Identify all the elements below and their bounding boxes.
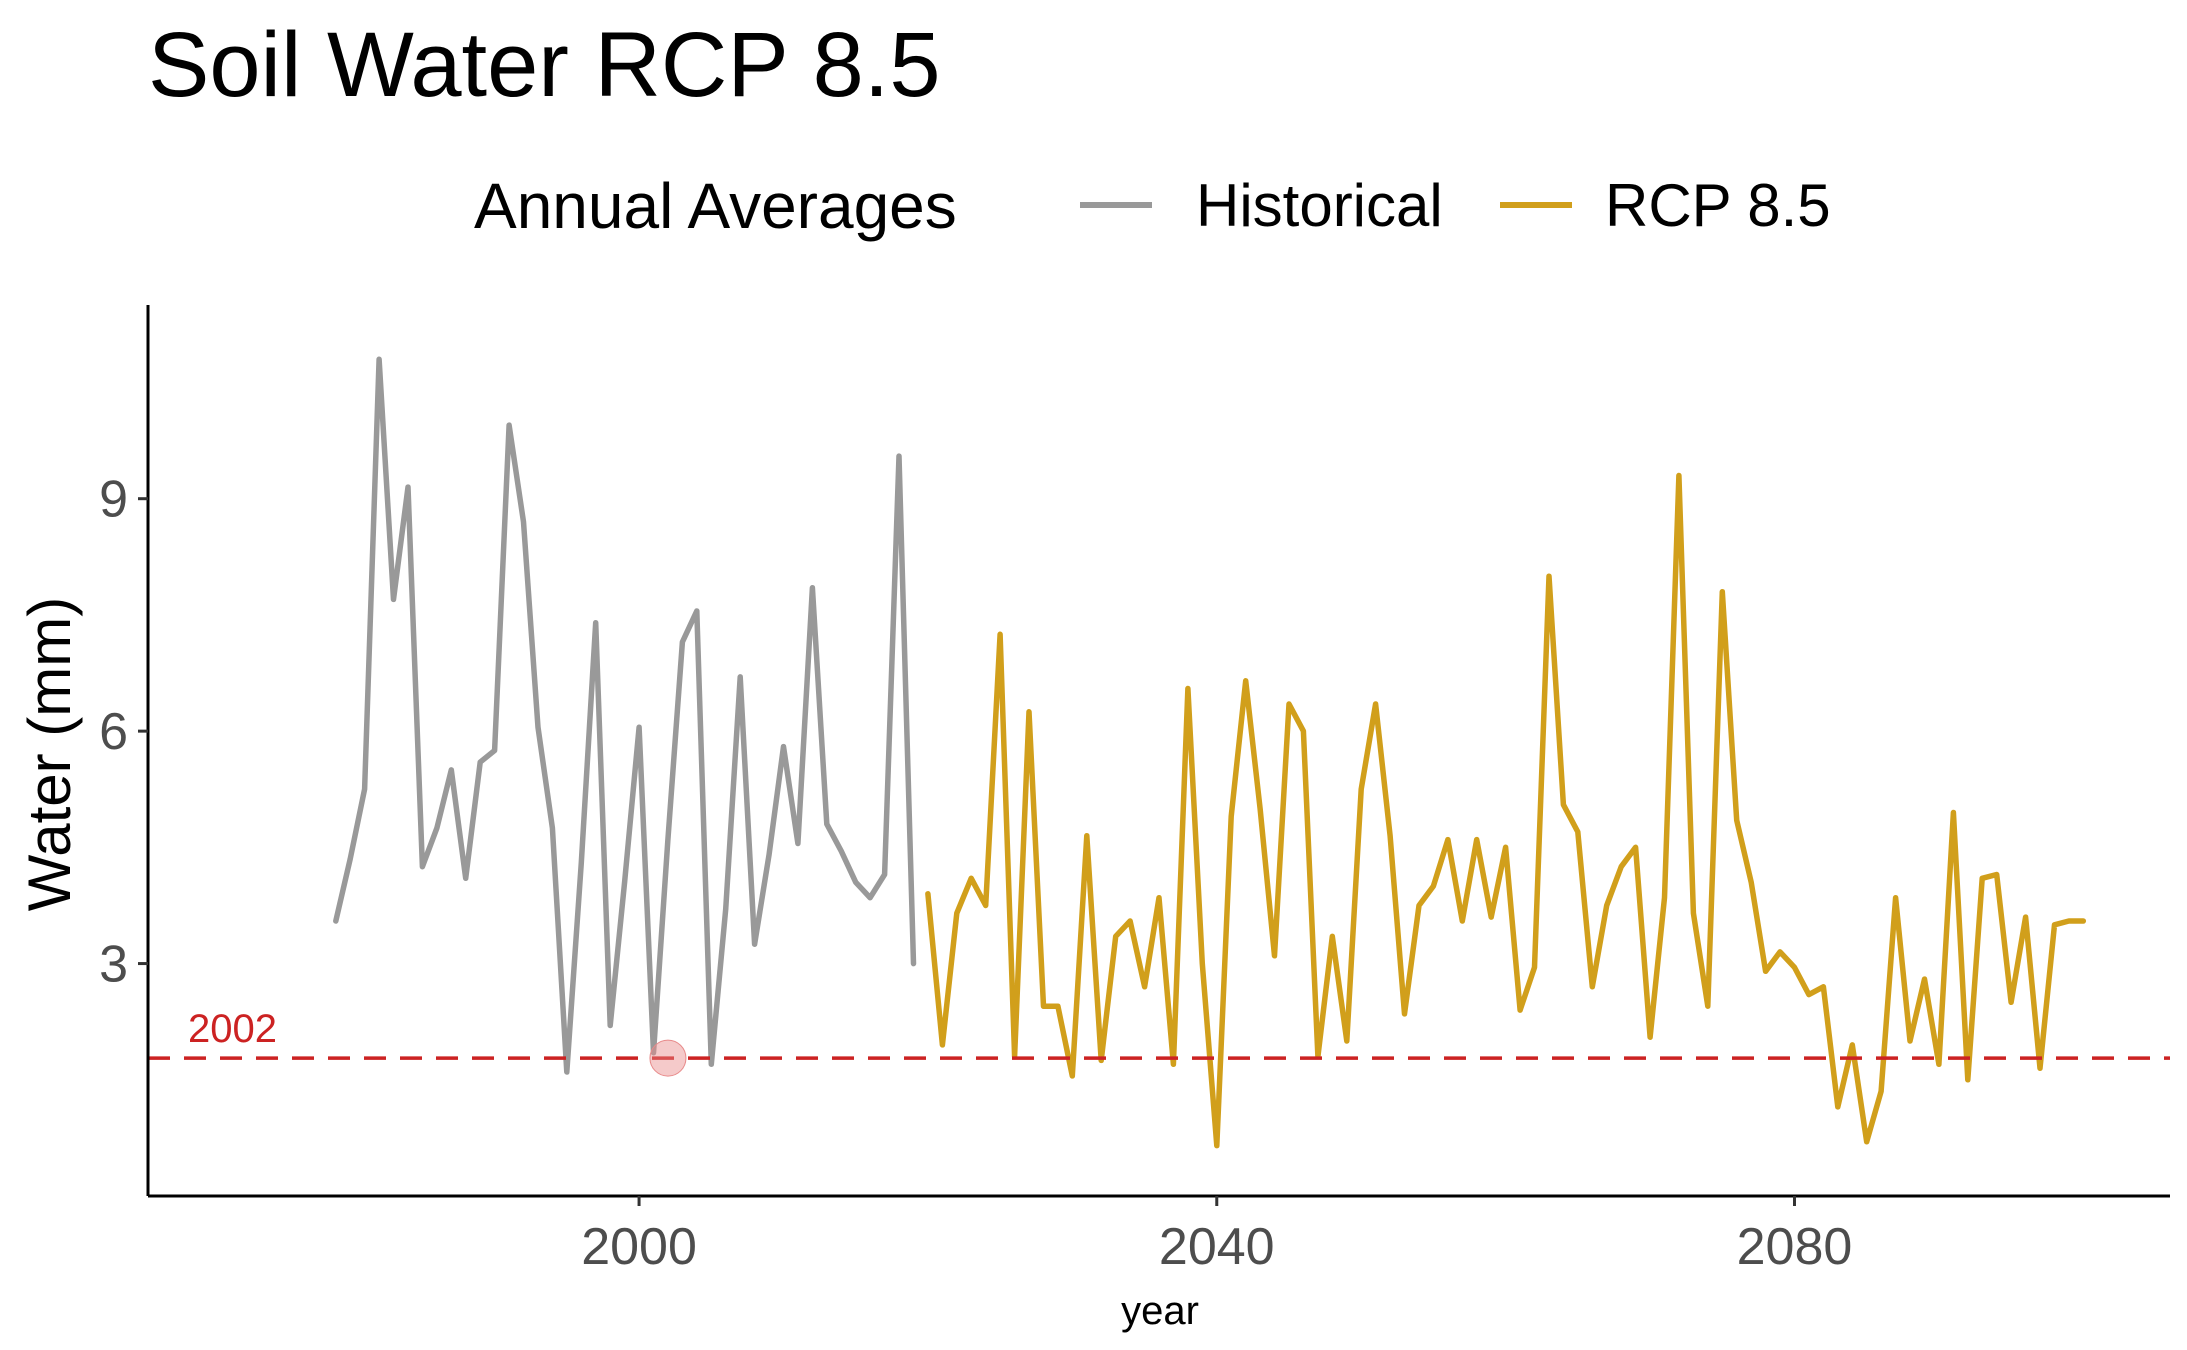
legend-label-rcp85: RCP 8.5	[1605, 172, 1831, 239]
y-tick-label: 6	[99, 703, 128, 761]
series-line-1	[925, 472, 2087, 1149]
x-tick-label: 2000	[581, 1218, 697, 1276]
legend-label-historical: Historical	[1196, 172, 1443, 239]
series-layer	[333, 356, 2087, 1149]
y-axis-ticks: 3 6 9	[99, 471, 148, 994]
x-tick-label: 2040	[1159, 1218, 1275, 1276]
reference-line-label: 2002	[188, 1007, 277, 1051]
legend: Annual Averages Historical RCP 8.5	[474, 170, 1831, 242]
highlight-point	[649, 1039, 687, 1077]
x-tick-label: 2080	[1737, 1218, 1853, 1276]
x-axis-ticks: 2000 2040 2080	[581, 1196, 1852, 1276]
legend-title: Annual Averages	[474, 170, 957, 242]
y-axis-title: Water (mm)	[16, 597, 83, 911]
y-tick-label: 9	[99, 471, 128, 529]
x-axis-title: year	[1121, 1289, 1199, 1333]
y-tick-label: 3	[99, 936, 128, 994]
chart-title: Soil Water RCP 8.5	[148, 14, 941, 116]
plot-area: 2002	[148, 356, 2170, 1149]
series-line-0	[333, 356, 917, 1075]
